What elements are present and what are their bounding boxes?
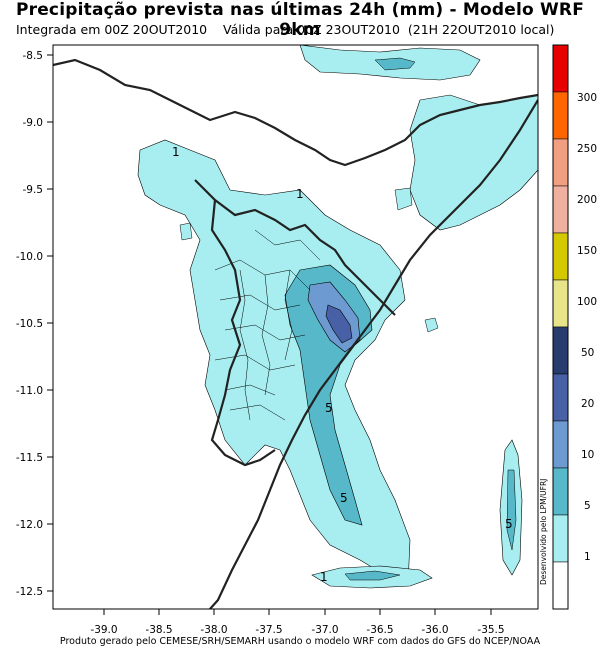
colorbar-level-label: 300: [577, 92, 597, 104]
colorbar-segment: [552, 44, 569, 93]
colorbar-level-label: 10: [581, 449, 594, 461]
colorbar-segment: [552, 279, 569, 328]
chart-subtitle: Integrada em 00Z 20OUT2010 Válida para 0…: [16, 22, 555, 37]
precip-area-east-core: [506, 469, 517, 551]
municipal-boundaries: [214, 229, 321, 421]
colorbar-segment: [552, 467, 569, 516]
colorbar-labels: 300 250 200 150 100 50 20 10 5 1: [577, 92, 597, 563]
lat-tick-label: -9.5: [23, 184, 44, 196]
lat-tick-label: -11.0: [16, 385, 43, 397]
colorbar-segment: [552, 373, 569, 422]
colorbar-segment: [552, 91, 569, 140]
lon-tick-label: -37.5: [255, 624, 282, 636]
contour-label: 1: [320, 570, 328, 584]
chart-title: Precipitação prevista nas últimas 24h (m…: [15, 0, 585, 40]
colorbar-level-label: 150: [577, 245, 597, 257]
colorbar-segment: [552, 232, 569, 281]
colorbar-frame: [552, 44, 569, 610]
lon-axis: -39.0 -38.5 -38.0 -37.5 -37.0 -36.5 -36.…: [90, 609, 505, 636]
lat-tick-label: -12.0: [16, 519, 43, 531]
colorbar-credit: Desenvolvido pelo LPM/UFRJ: [539, 479, 548, 585]
lat-tick-label: -12.5: [16, 586, 43, 598]
lat-tick-label: -8.5: [23, 50, 44, 62]
colorbar-level-label: 250: [577, 143, 597, 155]
contour-label: 5: [505, 517, 513, 531]
lat-tick-label: -9.0: [23, 117, 44, 129]
colorbar-level-label: 100: [577, 296, 597, 308]
lon-tick-label: -37.0: [311, 624, 338, 636]
contour-label: 1: [296, 187, 304, 201]
lat-tick-label: -10.0: [16, 251, 43, 263]
lat-tick-label: -11.5: [16, 452, 43, 464]
colorbar-segment: [552, 420, 569, 469]
colorbar-segment: [552, 326, 569, 375]
colorbar-level-label: 200: [577, 194, 597, 206]
plot-frame: [52, 44, 539, 610]
lon-tick-label: -39.0: [90, 624, 117, 636]
colorbar-level-label: 20: [581, 398, 594, 410]
precip-area-south-core: [344, 570, 401, 581]
colorbar: [552, 44, 569, 610]
colorbar-segment: [552, 185, 569, 234]
lon-tick-label: -38.0: [200, 624, 227, 636]
footer-credit: Produto gerado pelo CEMESE/SRH/SEMARH us…: [59, 636, 541, 647]
colorbar-segment: [552, 561, 569, 610]
lat-axis: -8.5 -9.0 -9.5 -10.0 -10.5 -11.0 -11.5 -…: [16, 50, 53, 598]
lat-tick-label: -10.5: [16, 318, 43, 330]
lon-tick-label: -36.5: [366, 624, 393, 636]
contour-label: 5: [325, 401, 333, 415]
precip-cell: [179, 222, 193, 241]
colorbar-segment: [552, 514, 569, 563]
lon-tick-label: -38.5: [145, 624, 172, 636]
lon-tick-label: -35.5: [477, 624, 504, 636]
precip-area-core-20: [325, 304, 353, 344]
colorbar-level-label: 5: [584, 500, 591, 512]
precip-cell: [394, 187, 413, 211]
state-boundaries: [53, 58, 538, 609]
precip-area-north-core: [374, 57, 416, 71]
contour-labels: 1 1 5 5 5 1: [172, 145, 513, 584]
contour-label: 1: [172, 145, 180, 159]
precip-cell: [424, 317, 439, 333]
colorbar-segment: [552, 138, 569, 187]
colorbar-level-label: 1: [584, 551, 591, 563]
contour-label: 5: [340, 491, 348, 505]
colorbar-level-label: 50: [581, 347, 594, 359]
lon-tick-label: -36.0: [421, 624, 448, 636]
